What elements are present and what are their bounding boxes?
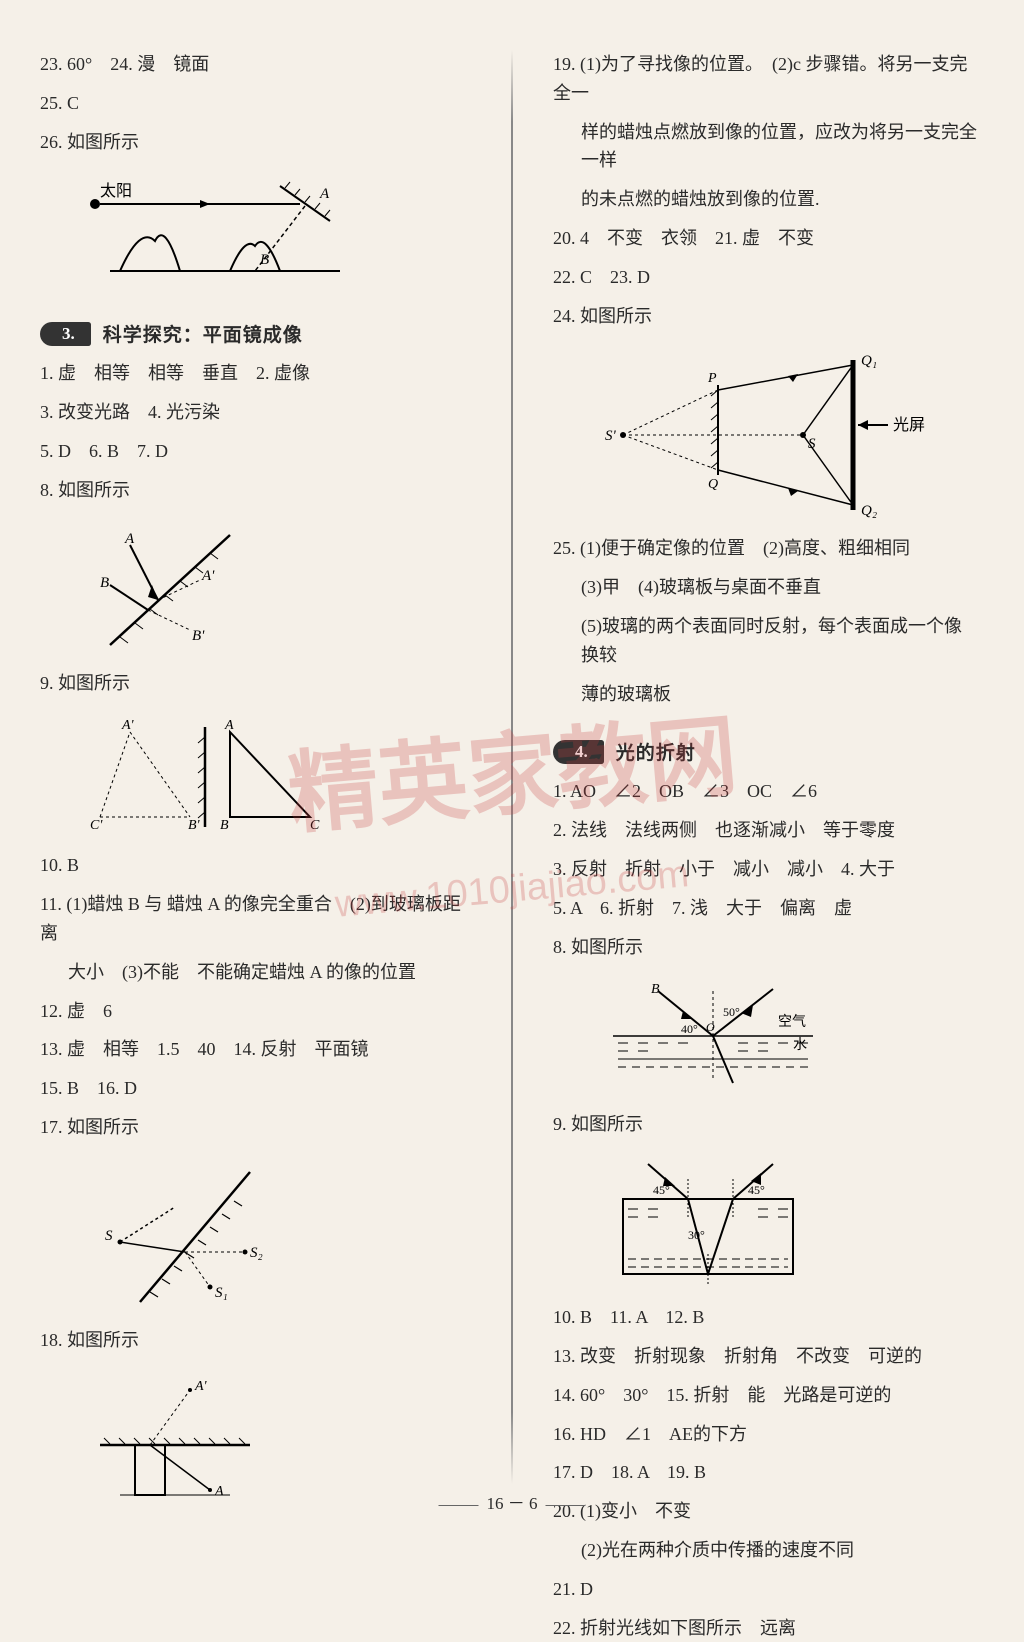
svg-text:B': B' [192,628,205,644]
s3-answer-3-4: 3. 改变光路 4. 光污染 [40,398,471,427]
answer-23-24: 23. 60° 24. 漫 镜面 [40,50,471,79]
figure-s4-9: 45° 45° 30° [593,1159,984,1289]
s4-answer-17-19: 17. D 18. A 19. B [553,1458,984,1487]
s3-answer-17: 17. 如图所示 [40,1113,471,1142]
s3-answer-11b: 大小 (3)不能 不能确定蜡烛 A 的像的位置 [40,958,471,987]
answer-25a: 25. (1)便于确定像的位置 (2)高度、粗细相同 [553,534,984,563]
svg-text:B: B [260,252,269,268]
answer-26: 26. 如图所示 [40,128,471,157]
svg-text:B: B [220,818,229,833]
s4-answer-2: 2. 法线 法线两侧 也逐渐减小 等于零度 [553,816,984,845]
svg-text:A': A' [194,1379,208,1394]
section-3-number: 3. [40,322,91,346]
svg-text:空气: 空气 [778,1014,806,1030]
svg-text:45°: 45° [748,1183,765,1197]
figure-s4-8: B 40° 50° 空气 水 O [593,981,984,1096]
right-column: 19. (1)为了寻找像的位置。 (2)c 步骤错。将另一支完全一 样的蜡烛点燃… [553,50,984,1484]
section-3-header: 3. 科学探究：平面镜成像 [40,320,471,347]
s4-answer-21: 21. D [553,1575,984,1604]
svg-text:S₁: S₁ [215,1285,228,1301]
svg-text:Q₂: Q₂ [861,503,877,519]
svg-text:S': S' [605,428,617,444]
svg-text:Q₁: Q₁ [861,353,877,369]
s4-answer-16: 16. HD ∠1 AE的下方 [553,1420,984,1449]
s4-answer-22: 22. 折射光线如下图所示 远离 [553,1614,984,1642]
figure-9: A' B' C' A B C [80,717,471,837]
svg-text:50°: 50° [723,1005,740,1019]
svg-text:A: A [319,186,330,202]
column-divider [511,50,513,1484]
s4-answer-8: 8. 如图所示 [553,933,984,962]
svg-text:30°: 30° [688,1228,705,1242]
section-4-title: 光的折射 [616,738,696,765]
figure-8: A B A' B' [80,525,471,655]
svg-text:A: A [224,718,234,733]
s3-answer-11a: 11. (1)蜡烛 B 与 蜡烛 A 的像完全重合 (2)到玻璃板距离 [40,890,471,948]
s3-answer-18: 18. 如图所示 [40,1326,471,1355]
answer-25c: (5)玻璃的两个表面同时反射，每个表面成一个像 换较 [553,612,984,670]
s4-answer-20a: 20. (1)变小 不变 [553,1497,984,1526]
svg-text:S₂: S₂ [250,1245,263,1261]
s3-answer-10: 10. B [40,851,471,880]
svg-text:45°: 45° [653,1183,670,1197]
s4-answer-9: 9. 如图所示 [553,1110,984,1139]
section-3-title: 科学探究：平面镜成像 [103,320,303,347]
s3-answer-8: 8. 如图所示 [40,476,471,505]
figure-18: A A' [80,1375,471,1515]
svg-text:A': A' [201,568,215,584]
sun-label: 太阳 [100,182,132,200]
s3-answer-1-2: 1. 虚 相等 相等 垂直 2. 虚像 [40,359,471,388]
s4-answer-3-4: 3. 反射 折射 小于 减小 减小 4. 大于 [553,855,984,884]
svg-text:S: S [105,1228,113,1244]
svg-text:Q: Q [708,477,718,492]
left-column: 23. 60° 24. 漫 镜面 25. C 26. 如图所示 太阳 A B [40,50,471,1484]
figure-24: Q₁ Q₂ 光屏 S' S P Q [593,350,984,520]
s4-answer-10-12: 10. B 11. A 12. B [553,1303,984,1332]
svg-text:B: B [100,575,109,591]
answer-19c: 的未点燃的蜡烛放到像的位置. [553,185,984,214]
s3-answer-12: 12. 虚 6 [40,997,471,1026]
svg-text:光屏: 光屏 [893,416,925,434]
answer-25: 25. C [40,89,471,118]
svg-text:B: B [651,982,660,997]
svg-text:A: A [214,1484,224,1499]
s4-answer-20b: (2)光在两种介质中传播的速度不同 [553,1536,984,1565]
svg-text:C': C' [90,818,103,833]
svg-text:B': B' [188,818,201,833]
answer-25d: 薄的玻璃板 [553,680,984,709]
svg-text:40°: 40° [681,1022,698,1036]
s4-answer-14-15: 14. 60° 30° 15. 折射 能 光路是可逆的 [553,1381,984,1410]
answer-25b: (3)甲 (4)玻璃板与桌面不垂直 [553,573,984,602]
s3-answer-13-14: 13. 虚 相等 1.5 40 14. 反射 平面镜 [40,1035,471,1064]
s4-answer-13: 13. 改变 折射现象 折射角 不改变 可逆的 [553,1342,984,1371]
svg-text:C: C [310,818,320,833]
answer-19a: 19. (1)为了寻找像的位置。 (2)c 步骤错。将另一支完全一 [553,50,984,108]
s4-answer-1: 1. AO ∠2 OB ∠3 OC ∠6 [553,777,984,806]
svg-text:A': A' [121,718,135,733]
s3-answer-9: 9. 如图所示 [40,669,471,698]
s3-answer-15-16: 15. B 16. D [40,1074,471,1103]
section-4-header: 4. 光的折射 [553,738,984,765]
svg-text:P: P [707,371,717,386]
s4-answer-5-7: 5. A 6. 折射 7. 浅 大于 偏离 虚 [553,894,984,923]
s3-answer-5-7: 5. D 6. B 7. D [40,437,471,466]
answer-22-23: 22. C 23. D [553,263,984,292]
figure-17: S S₂ S₁ [80,1162,471,1312]
answer-24: 24. 如图所示 [553,302,984,331]
svg-text:O: O [706,1020,715,1034]
answer-19b: 样的蜡烛点燃放到像的位置，应改为将另一支完全一样 [553,118,984,176]
figure-26: 太阳 A B [80,176,471,286]
page-number: 16 － 6 [431,1489,594,1514]
answer-20-21: 20. 4 不变 衣领 21. 虚 不变 [553,224,984,253]
svg-text:A: A [124,531,135,547]
section-4-number: 4. [553,740,604,764]
svg-text:水: 水 [793,1037,807,1053]
